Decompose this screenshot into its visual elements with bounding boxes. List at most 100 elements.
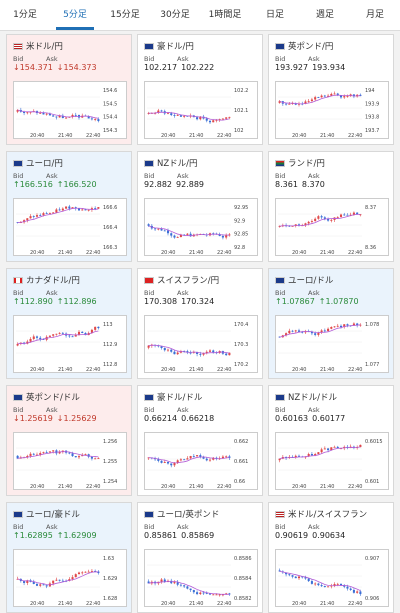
candle-body xyxy=(160,228,163,231)
candle-body xyxy=(288,103,291,105)
price-chart[interactable]: 8.37 8.36 20:40 21:40 22:40 xyxy=(275,198,389,256)
candle-body xyxy=(288,330,291,334)
bid-ask-values: ↑1.07867 ↑1.07870 xyxy=(275,297,359,306)
currency-card[interactable]: ランド/円 Bid Ask 8.361 8.370 8.37 8.36 20:40 21:40 2… xyxy=(268,151,394,262)
tab-1[interactable]: 5分足 xyxy=(50,0,100,30)
currency-card[interactable]: カナダドル/円 Bid Ask ↑112.890 ↑112.896 113 112.9 112… xyxy=(6,268,132,379)
candle-body xyxy=(29,111,32,113)
candle-body xyxy=(323,95,326,97)
x-tick-label: 22:40 xyxy=(86,601,100,606)
candle-body xyxy=(74,456,77,458)
ask-label: Ask xyxy=(46,523,58,531)
price-chart[interactable]: 1.256 1.255 1.254 20:40 21:40 22:40 xyxy=(13,432,127,490)
candle-body xyxy=(278,458,281,461)
price-chart[interactable]: 102.2 102.1 102 20:40 21:40 22:40 xyxy=(144,81,258,139)
price-chart[interactable]: 1.078 1.077 20:40 21:40 22:40 xyxy=(275,315,389,373)
candle-body xyxy=(310,331,313,334)
x-tick-label: 21:40 xyxy=(320,133,334,138)
candle-body xyxy=(179,234,182,237)
candle-body xyxy=(291,575,294,577)
currency-card[interactable]: ユーロ/ドル Bid Ask ↑1.07867 ↑1.07870 1.078 1.077 20… xyxy=(268,268,394,379)
candle-body xyxy=(48,213,51,214)
x-tick-label: 20:40 xyxy=(30,367,44,372)
price-chart[interactable]: 1.63 1.629 1.628 20:40 21:40 22:40 xyxy=(13,549,127,607)
candle-body xyxy=(339,95,343,98)
price-chart[interactable]: 92.95 92.9 92.85 92.8 20:40 21:40 22:40 xyxy=(144,198,258,256)
candle-body xyxy=(65,206,68,209)
x-tick-label: 20:40 xyxy=(30,133,44,138)
candle-body xyxy=(68,452,71,454)
candle-body xyxy=(317,452,320,455)
currency-card[interactable]: スイスフラン/円 Bid Ask 170.308 170.324 170.4 170.3 17… xyxy=(137,268,263,379)
tab-3[interactable]: 30分足 xyxy=(160,10,190,20)
currency-card[interactable]: 英ポンド/ドル Bid Ask ↓1.25619 ↓1.25629 1.256 1.255 1… xyxy=(6,385,132,496)
candle-body xyxy=(166,113,170,115)
y-tick-label: 194 xyxy=(365,88,375,94)
pair-name: ユーロ/英ポンド xyxy=(157,510,220,520)
candle-body xyxy=(327,586,330,588)
candle-body xyxy=(218,234,221,236)
price-chart[interactable]: 194 193.9 193.8 193.7 20:40 21:40 22:40 xyxy=(275,81,389,139)
candle-body xyxy=(323,448,326,450)
currency-card[interactable]: NZドル/ドル Bid Ask 0.60163 0.60177 0.6015 0.601 20… xyxy=(268,385,394,496)
tab-2[interactable]: 15分足 xyxy=(110,10,140,20)
price-chart[interactable]: 170.4 170.3 170.2 20:40 21:40 22:40 xyxy=(144,315,258,373)
y-tick-label: 1.63 xyxy=(103,556,114,562)
currency-card[interactable]: 英ポンド/円 Bid Ask 193.927 193.934 194 193.9 193.8 1… xyxy=(268,34,394,145)
candle-body xyxy=(304,101,307,104)
candle-body xyxy=(94,458,97,460)
bid-ask-values: ↑112.890 ↑112.896 xyxy=(13,297,97,306)
currency-card[interactable]: ユーロ/豪ドル Bid Ask ↑1.62895 ↑1.62909 1.63 1.629 1.… xyxy=(6,502,132,613)
tab-6[interactable]: 週足 xyxy=(315,10,334,20)
price-chart[interactable]: 0.662 0.661 0.66 20:40 21:40 22:40 xyxy=(144,432,258,490)
currency-card[interactable]: ユーロ/英ポンド Bid Ask 0.85861 0.85869 0.8586 0.8584… xyxy=(137,502,263,613)
candle-body xyxy=(196,117,199,120)
card-header: 豪ドル/ドル xyxy=(144,391,202,403)
y-tick-label: 0.601 xyxy=(365,479,379,485)
price-chart[interactable]: 154.6 154.5 154.4 154.3 20:40 21:40 22:40 xyxy=(13,81,127,139)
price-chart[interactable]: 166.6 166.4 166.3 20:40 21:40 22:40 xyxy=(13,198,127,256)
bid-ask-labels: Bid Ask xyxy=(275,523,341,531)
pair-name: 豪ドル/円 xyxy=(157,42,194,52)
y-tick-label: 0.8586 xyxy=(234,556,252,562)
ask-value: ↑1.07870 xyxy=(318,297,359,306)
tab-7[interactable]: 月足 xyxy=(365,10,384,20)
y-tick-label: 193.9 xyxy=(365,101,379,107)
price-chart[interactable]: 0.8586 0.8584 0.8582 20:40 21:40 22:40 xyxy=(144,549,258,607)
currency-card[interactable]: ユーロ/円 Bid Ask ↑166.516 ↑166.520 166.6 166.4 166… xyxy=(6,151,132,262)
bid-ask-labels: Bid Ask xyxy=(13,523,79,531)
candle-body xyxy=(310,453,313,456)
currency-card[interactable]: NZドル/円 Bid Ask 92.882 92.889 92.95 92.9 92.85 92… xyxy=(137,151,263,262)
tab-5[interactable]: 日足 xyxy=(265,10,284,20)
bid-label: Bid xyxy=(13,55,24,63)
candle-body xyxy=(97,326,100,329)
price-chart[interactable]: 0.6015 0.601 20:40 21:40 22:40 xyxy=(275,432,389,490)
candle-body xyxy=(173,115,176,116)
currency-card[interactable]: 米ドル/スイスフラン Bid Ask 0.90619 0.90634 0.907 0.906… xyxy=(268,502,394,613)
pair-name: 米ドル/スイスフラン xyxy=(288,510,368,520)
price-chart[interactable]: 113 112.9 112.8 20:40 21:40 22:40 xyxy=(13,315,127,373)
candle-body xyxy=(176,582,179,585)
y-tick-label: 0.661 xyxy=(234,459,248,465)
card-header: ユーロ/円 xyxy=(13,157,63,169)
tab-0[interactable]: 1分足 xyxy=(13,10,37,20)
candlestick-chart: 1.63 1.629 1.628 20:40 21:40 22:40 xyxy=(16,556,117,606)
price-chart[interactable]: 0.907 0.906 20:40 21:40 22:40 xyxy=(275,549,389,607)
x-tick-label: 21:40 xyxy=(189,367,203,372)
currency-card[interactable]: 豪ドル/円 Bid Ask 102.217 102.222 102.2 102.1 102 20… xyxy=(137,34,263,145)
flag-icon xyxy=(275,42,285,50)
candle-body xyxy=(55,333,58,335)
candle-body xyxy=(97,458,100,460)
currency-card[interactable]: 豪ドル/ドル Bid Ask 0.66214 0.66218 0.662 0.661 0.66… xyxy=(137,385,263,496)
candle-body xyxy=(317,583,320,586)
x-tick-label: 21:40 xyxy=(189,133,203,138)
candlestick-chart: 113 112.9 112.8 20:40 21:40 22:40 xyxy=(16,322,117,372)
candle-body xyxy=(356,323,359,326)
flag-icon xyxy=(144,510,154,518)
moving-average-line xyxy=(279,213,361,227)
bid-label: Bid xyxy=(275,289,286,297)
tab-4[interactable]: 1時間足 xyxy=(208,10,242,20)
x-tick-label: 21:40 xyxy=(58,250,72,255)
currency-card[interactable]: 米ドル/円 Bid Ask ↓154.371 ↓154.373 154.6 154.5 154… xyxy=(6,34,132,145)
candlestick-chart: 0.6015 0.601 20:40 21:40 22:40 xyxy=(278,439,383,489)
